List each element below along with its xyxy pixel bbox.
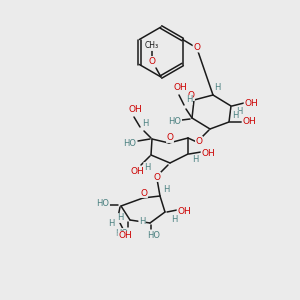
Text: OH: OH [244,98,258,107]
Text: HO: HO [124,139,136,148]
Text: OH: OH [242,118,256,127]
Text: H: H [171,214,177,224]
Text: O: O [140,188,148,197]
Text: HO: HO [148,230,160,239]
Text: H: H [214,83,220,92]
Text: OH: OH [128,106,142,115]
Text: OH: OH [177,206,191,215]
Text: HO: HO [169,118,182,127]
Text: H: H [142,118,148,127]
Text: O: O [167,134,173,142]
Text: H: H [192,155,198,164]
Text: OH: OH [118,232,132,241]
Text: H: H [117,214,123,223]
Text: H: H [232,110,238,119]
Text: HO: HO [97,199,110,208]
Text: HO: HO [116,229,128,238]
Text: O: O [154,172,160,182]
Text: H: H [163,185,169,194]
Text: CH₃: CH₃ [145,41,159,50]
Text: OH: OH [201,148,215,158]
Text: O: O [188,92,194,100]
Text: H: H [108,220,114,229]
Text: O: O [196,136,202,146]
Text: O: O [193,43,200,52]
Text: H: H [186,95,192,104]
Text: O: O [148,56,155,65]
Text: H: H [236,107,242,116]
Text: OH: OH [173,83,187,92]
Text: OH: OH [130,167,144,176]
Text: H: H [144,163,150,172]
Text: H: H [139,217,145,226]
